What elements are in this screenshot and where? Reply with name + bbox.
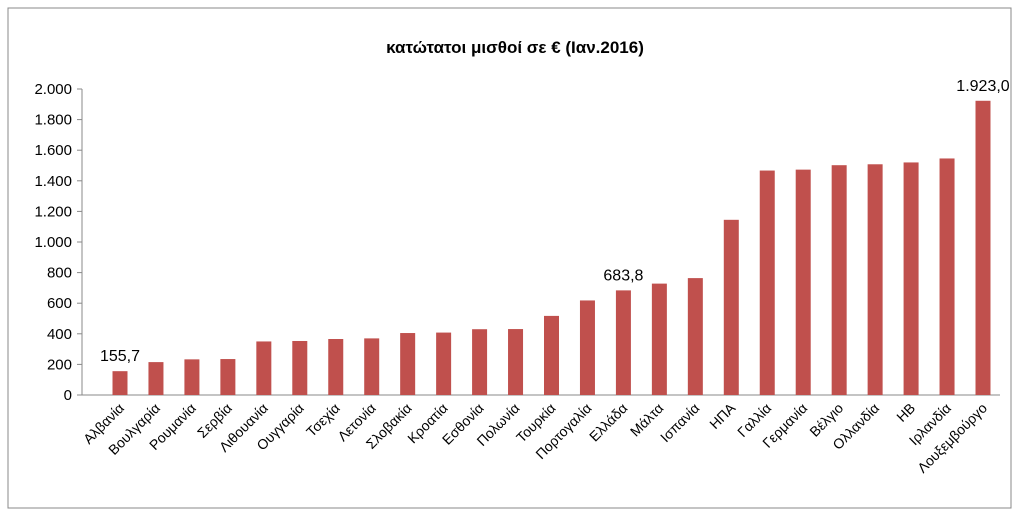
- y-tick-label: 1.800: [34, 112, 72, 129]
- bar: [759, 170, 775, 395]
- y-tick-label: 2.000: [34, 81, 72, 98]
- bar: [472, 329, 488, 395]
- bar: [400, 333, 416, 395]
- bar: [328, 339, 344, 395]
- y-tick-label: 1.000: [34, 234, 72, 251]
- bar: [867, 164, 883, 395]
- bar: [723, 219, 739, 395]
- y-tick-label: 1.600: [34, 142, 72, 159]
- bar: [364, 338, 380, 395]
- data-label: 155,7: [100, 348, 140, 365]
- y-tick-label: 200: [47, 356, 72, 373]
- bar: [508, 329, 524, 395]
- bar: [975, 100, 991, 395]
- bar: [651, 283, 667, 395]
- bar: [220, 359, 236, 395]
- bar: [292, 340, 308, 395]
- data-label: 1.923,0: [956, 78, 1009, 95]
- bar: [615, 290, 631, 395]
- data-label: 683,8: [603, 267, 643, 284]
- bar: [148, 362, 164, 395]
- y-tick-label: 1.400: [34, 173, 72, 190]
- y-tick-label: 400: [47, 326, 72, 343]
- bar: [903, 162, 919, 395]
- bar: [112, 371, 128, 395]
- y-tick-label: 0: [64, 387, 72, 404]
- bar: [687, 278, 703, 395]
- bar: [256, 341, 272, 395]
- y-tick-label: 1.200: [34, 203, 72, 220]
- bar: [831, 165, 847, 395]
- bar: [436, 332, 452, 395]
- chart-title: κατώτατοι μισθοί σε € (Ιαν.2016): [386, 38, 644, 57]
- bar: [544, 315, 559, 395]
- bar: [184, 359, 200, 395]
- y-tick-label: 600: [47, 295, 72, 312]
- bar: [579, 300, 595, 395]
- bar: [795, 169, 811, 395]
- y-tick-label: 800: [47, 265, 72, 282]
- bar: [939, 158, 955, 395]
